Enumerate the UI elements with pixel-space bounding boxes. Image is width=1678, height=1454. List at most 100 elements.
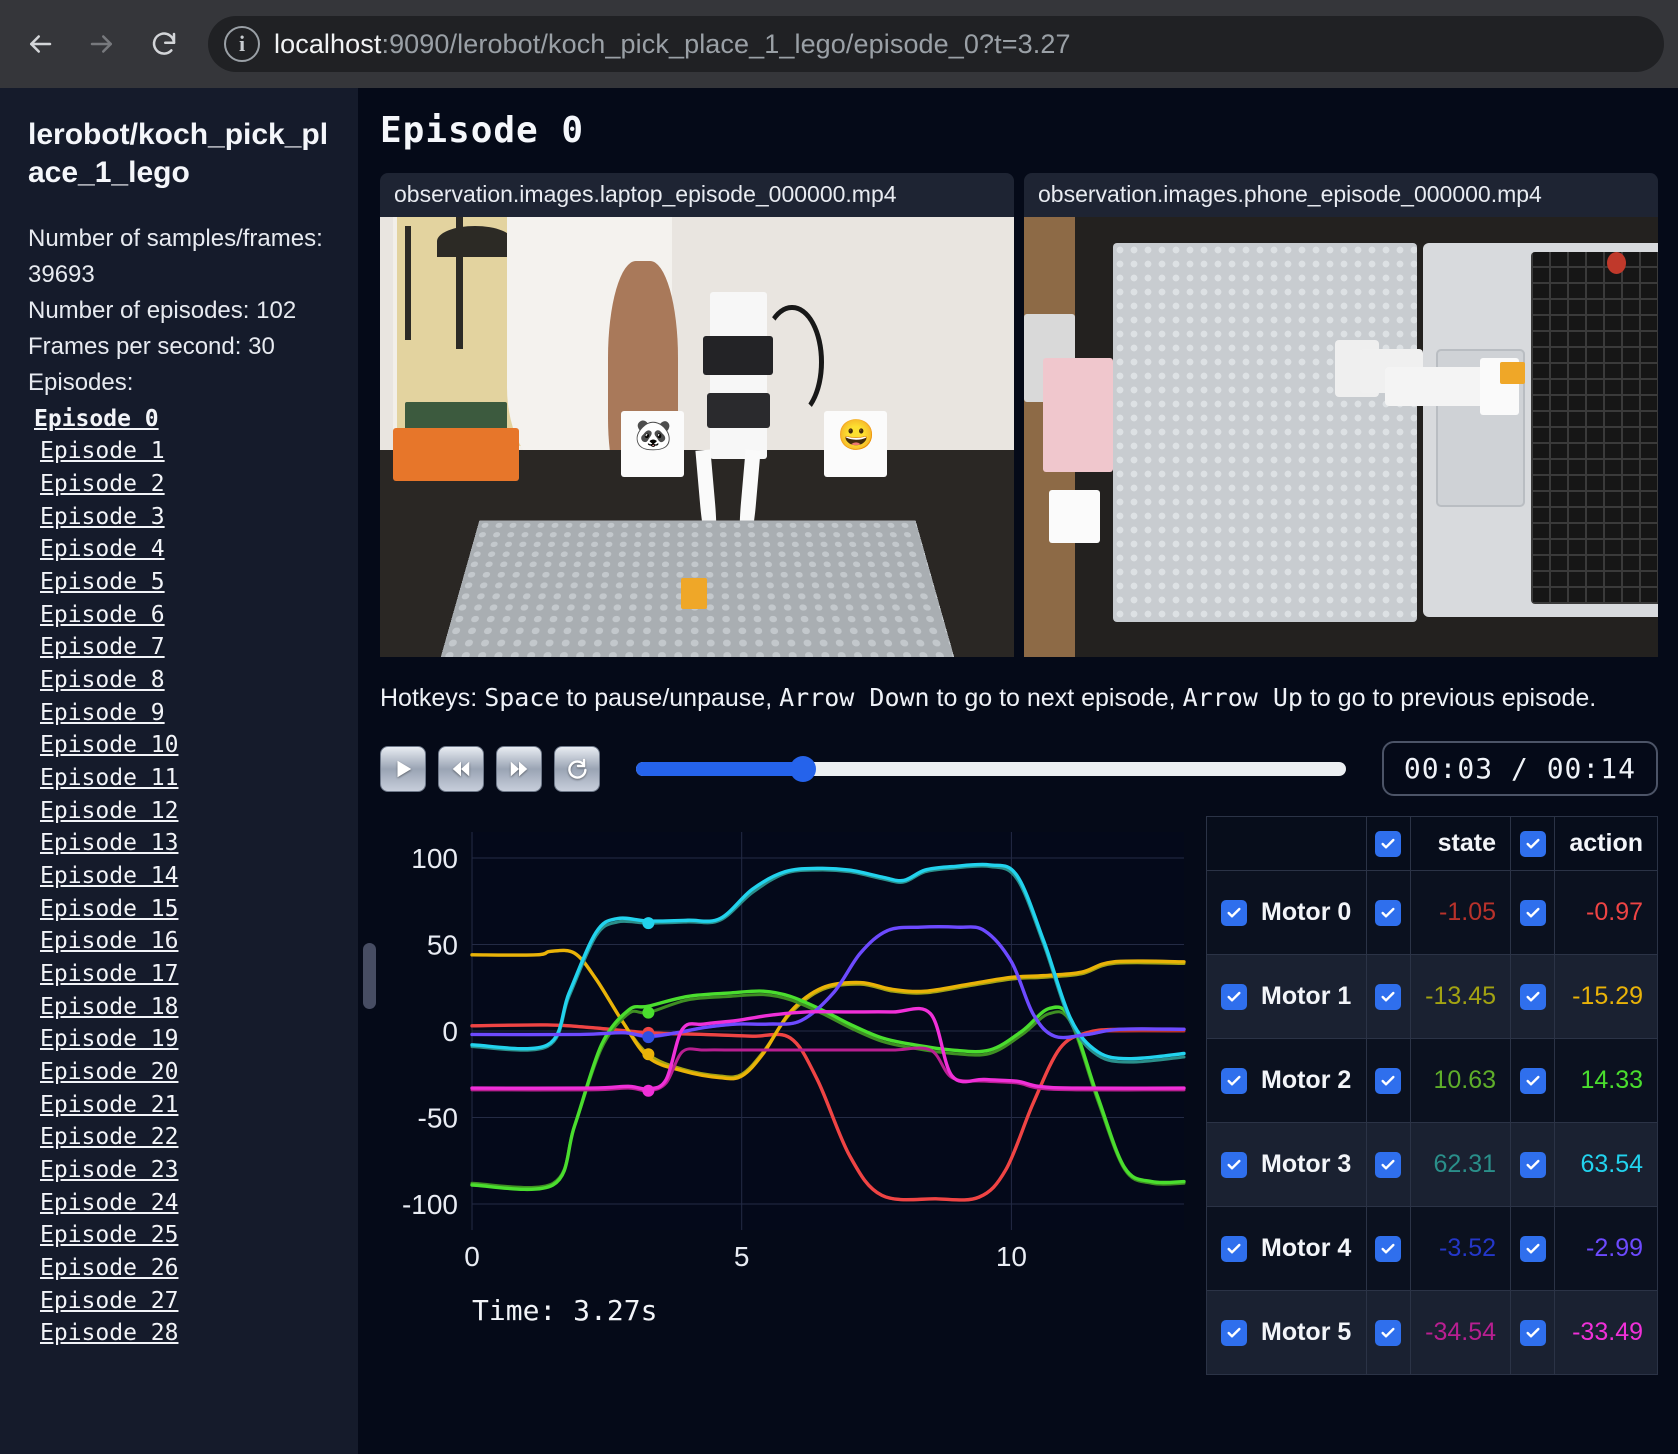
- cell-motor-name[interactable]: Motor 3: [1206, 1122, 1367, 1207]
- header-state-checkbox-cell[interactable]: [1365, 816, 1411, 871]
- sidebar-item-episode-27[interactable]: Episode 27: [40, 1287, 179, 1314]
- sidebar-item-episode-12[interactable]: Episode 12: [40, 797, 179, 824]
- sidebar-item-episode-23[interactable]: Episode 23: [40, 1156, 179, 1183]
- sidebar-item-episode-8[interactable]: Episode 8: [40, 667, 165, 694]
- sidebar-item-episode-4[interactable]: Episode 4: [40, 536, 165, 563]
- play-icon[interactable]: [380, 745, 426, 792]
- cell-action-checkbox[interactable]: [1510, 870, 1556, 955]
- checkbox-state-motor-0[interactable]: [1375, 899, 1402, 926]
- sidebar-item-episode-0[interactable]: Episode 0: [34, 405, 159, 432]
- checkbox-action-motor-3[interactable]: [1519, 1151, 1546, 1178]
- checkbox-state-motor-3[interactable]: [1375, 1151, 1402, 1178]
- checkbox-state-motor-2[interactable]: [1375, 1067, 1402, 1094]
- cell-motor-name[interactable]: Motor 4: [1206, 1206, 1367, 1291]
- checkbox-state-motor-4[interactable]: [1375, 1235, 1402, 1262]
- sidebar-item-episode-5[interactable]: Episode 5: [40, 569, 165, 596]
- checkbox-state-motor-1[interactable]: [1375, 983, 1402, 1010]
- sidebar-item-episode-1[interactable]: Episode 1: [40, 438, 165, 465]
- cell-motor-name[interactable]: Motor 2: [1206, 1038, 1367, 1123]
- sidebar-item-episode-18[interactable]: Episode 18: [40, 993, 179, 1020]
- checkbox-motor-0[interactable]: [1221, 899, 1247, 926]
- sidebar-item-episode-9[interactable]: Episode 9: [40, 699, 165, 726]
- sidebar-item-episode-3[interactable]: Episode 3: [40, 503, 165, 530]
- table-row: Motor 3 62.31 63.54: [1206, 1122, 1658, 1207]
- checkbox-motor-3[interactable]: [1221, 1151, 1247, 1178]
- address-bar[interactable]: i localhost:9090/lerobot/koch_pick_place…: [208, 16, 1664, 72]
- video-grid: observation.images.laptop_episode_000000…: [380, 173, 1658, 657]
- motor-signal-chart[interactable]: -100 -50 0 50 100 0 5 10: [380, 816, 1198, 1276]
- sidebar-item-episode-26[interactable]: Episode 26: [40, 1254, 179, 1281]
- hotkeys-text-1: to pause/unpause,: [559, 684, 780, 712]
- cell-action-checkbox[interactable]: [1510, 954, 1556, 1039]
- cell-state-value: 62.31: [1409, 1122, 1512, 1207]
- checkbox-motor-5[interactable]: [1221, 1319, 1247, 1346]
- cell-action-checkbox[interactable]: [1510, 1122, 1556, 1207]
- cell-motor-name[interactable]: Motor 1: [1206, 954, 1367, 1039]
- header-action-checkbox-cell[interactable]: [1510, 816, 1556, 871]
- sidebar-item-episode-21[interactable]: Episode 21: [40, 1091, 179, 1118]
- sidebar-item-episode-16[interactable]: Episode 16: [40, 928, 179, 955]
- sidebar-item-episode-6[interactable]: Episode 6: [40, 601, 165, 628]
- sidebar-item-episode-13[interactable]: Episode 13: [40, 830, 179, 857]
- cell-state-checkbox[interactable]: [1365, 870, 1411, 955]
- motor-label: Motor 3: [1261, 1150, 1352, 1178]
- sidebar-item-episode-17[interactable]: Episode 17: [40, 960, 179, 987]
- checkbox-motor-2[interactable]: [1221, 1067, 1247, 1094]
- reload-icon[interactable]: [138, 18, 190, 70]
- checkbox-action-motor-1[interactable]: [1519, 983, 1546, 1010]
- checkbox-motor-1[interactable]: [1221, 983, 1247, 1010]
- checkbox-action-motor-0[interactable]: [1519, 899, 1546, 926]
- cell-state-checkbox[interactable]: [1365, 1122, 1411, 1207]
- sidebar-item-episode-22[interactable]: Episode 22: [40, 1124, 179, 1151]
- sidebar-resize-handle[interactable]: [363, 943, 376, 1009]
- cell-action-value: -33.49: [1554, 1290, 1658, 1375]
- sidebar-item-episode-15[interactable]: Episode 15: [40, 895, 179, 922]
- rewind-icon[interactable]: [438, 745, 484, 792]
- motor-label: Motor 5: [1261, 1318, 1352, 1346]
- sidebar-item-episode-28[interactable]: Episode 28: [40, 1320, 179, 1347]
- loop-icon[interactable]: [554, 745, 600, 792]
- motor-label: Motor 1: [1261, 982, 1352, 1010]
- sidebar-item-episode-11[interactable]: Episode 11: [40, 765, 179, 791]
- info-icon[interactable]: i: [224, 26, 260, 62]
- cell-motor-name[interactable]: Motor 5: [1206, 1290, 1367, 1375]
- cell-action-checkbox[interactable]: [1510, 1206, 1556, 1291]
- hotkeys-text-3: to go to previous episode.: [1303, 684, 1597, 712]
- back-arrow-icon[interactable]: [14, 18, 66, 70]
- sidebar-item-episode-24[interactable]: Episode 24: [40, 1189, 179, 1216]
- fast-forward-icon[interactable]: [496, 745, 542, 792]
- checkbox-action-motor-2[interactable]: [1519, 1067, 1546, 1094]
- checkbox-action-all[interactable]: [1519, 830, 1546, 857]
- checkbox-action-motor-5[interactable]: [1519, 1319, 1546, 1346]
- cell-state-checkbox[interactable]: [1365, 954, 1411, 1039]
- cell-action-value: -15.29: [1554, 954, 1658, 1039]
- forward-arrow-icon[interactable]: [76, 18, 128, 70]
- video-player-phone[interactable]: [1024, 217, 1658, 657]
- cell-state-checkbox[interactable]: [1365, 1206, 1411, 1291]
- seek-track[interactable]: [636, 755, 1346, 782]
- checkbox-action-motor-4[interactable]: [1519, 1235, 1546, 1262]
- dataset-meta-line: Number of episodes: 102: [28, 296, 297, 324]
- cell-state-checkbox[interactable]: [1365, 1038, 1411, 1123]
- cell-motor-name[interactable]: Motor 0: [1206, 870, 1367, 955]
- header-action-label: action: [1554, 816, 1658, 871]
- sidebar-item-episode-10[interactable]: Episode 10: [40, 732, 179, 759]
- page-title: Episode 0: [380, 110, 585, 151]
- sidebar-item-episode-25[interactable]: Episode 25: [40, 1222, 179, 1249]
- sidebar-item-episode-7[interactable]: Episode 7: [40, 634, 165, 661]
- video-player-laptop[interactable]: 🐼 😀: [380, 217, 1014, 657]
- chart-cursor-marker: [642, 1084, 655, 1097]
- checkbox-state-all[interactable]: [1375, 830, 1402, 857]
- checkbox-state-motor-5[interactable]: [1375, 1319, 1402, 1346]
- sidebar-item-episode-2[interactable]: Episode 2: [40, 471, 165, 498]
- sidebar-item-episode-14[interactable]: Episode 14: [40, 862, 179, 889]
- sidebar-item-episode-20[interactable]: Episode 20: [40, 1058, 179, 1085]
- seek-thumb[interactable]: [789, 755, 816, 782]
- checkbox-motor-4[interactable]: [1221, 1235, 1247, 1262]
- cell-action-checkbox[interactable]: [1510, 1038, 1556, 1123]
- seek-bar[interactable]: [612, 755, 1370, 782]
- sidebar: lerobot/koch_pick_place_1_lego Number of…: [0, 88, 358, 1454]
- cell-action-checkbox[interactable]: [1510, 1290, 1556, 1375]
- cell-state-checkbox[interactable]: [1365, 1290, 1411, 1375]
- sidebar-item-episode-19[interactable]: Episode 19: [40, 1026, 179, 1053]
